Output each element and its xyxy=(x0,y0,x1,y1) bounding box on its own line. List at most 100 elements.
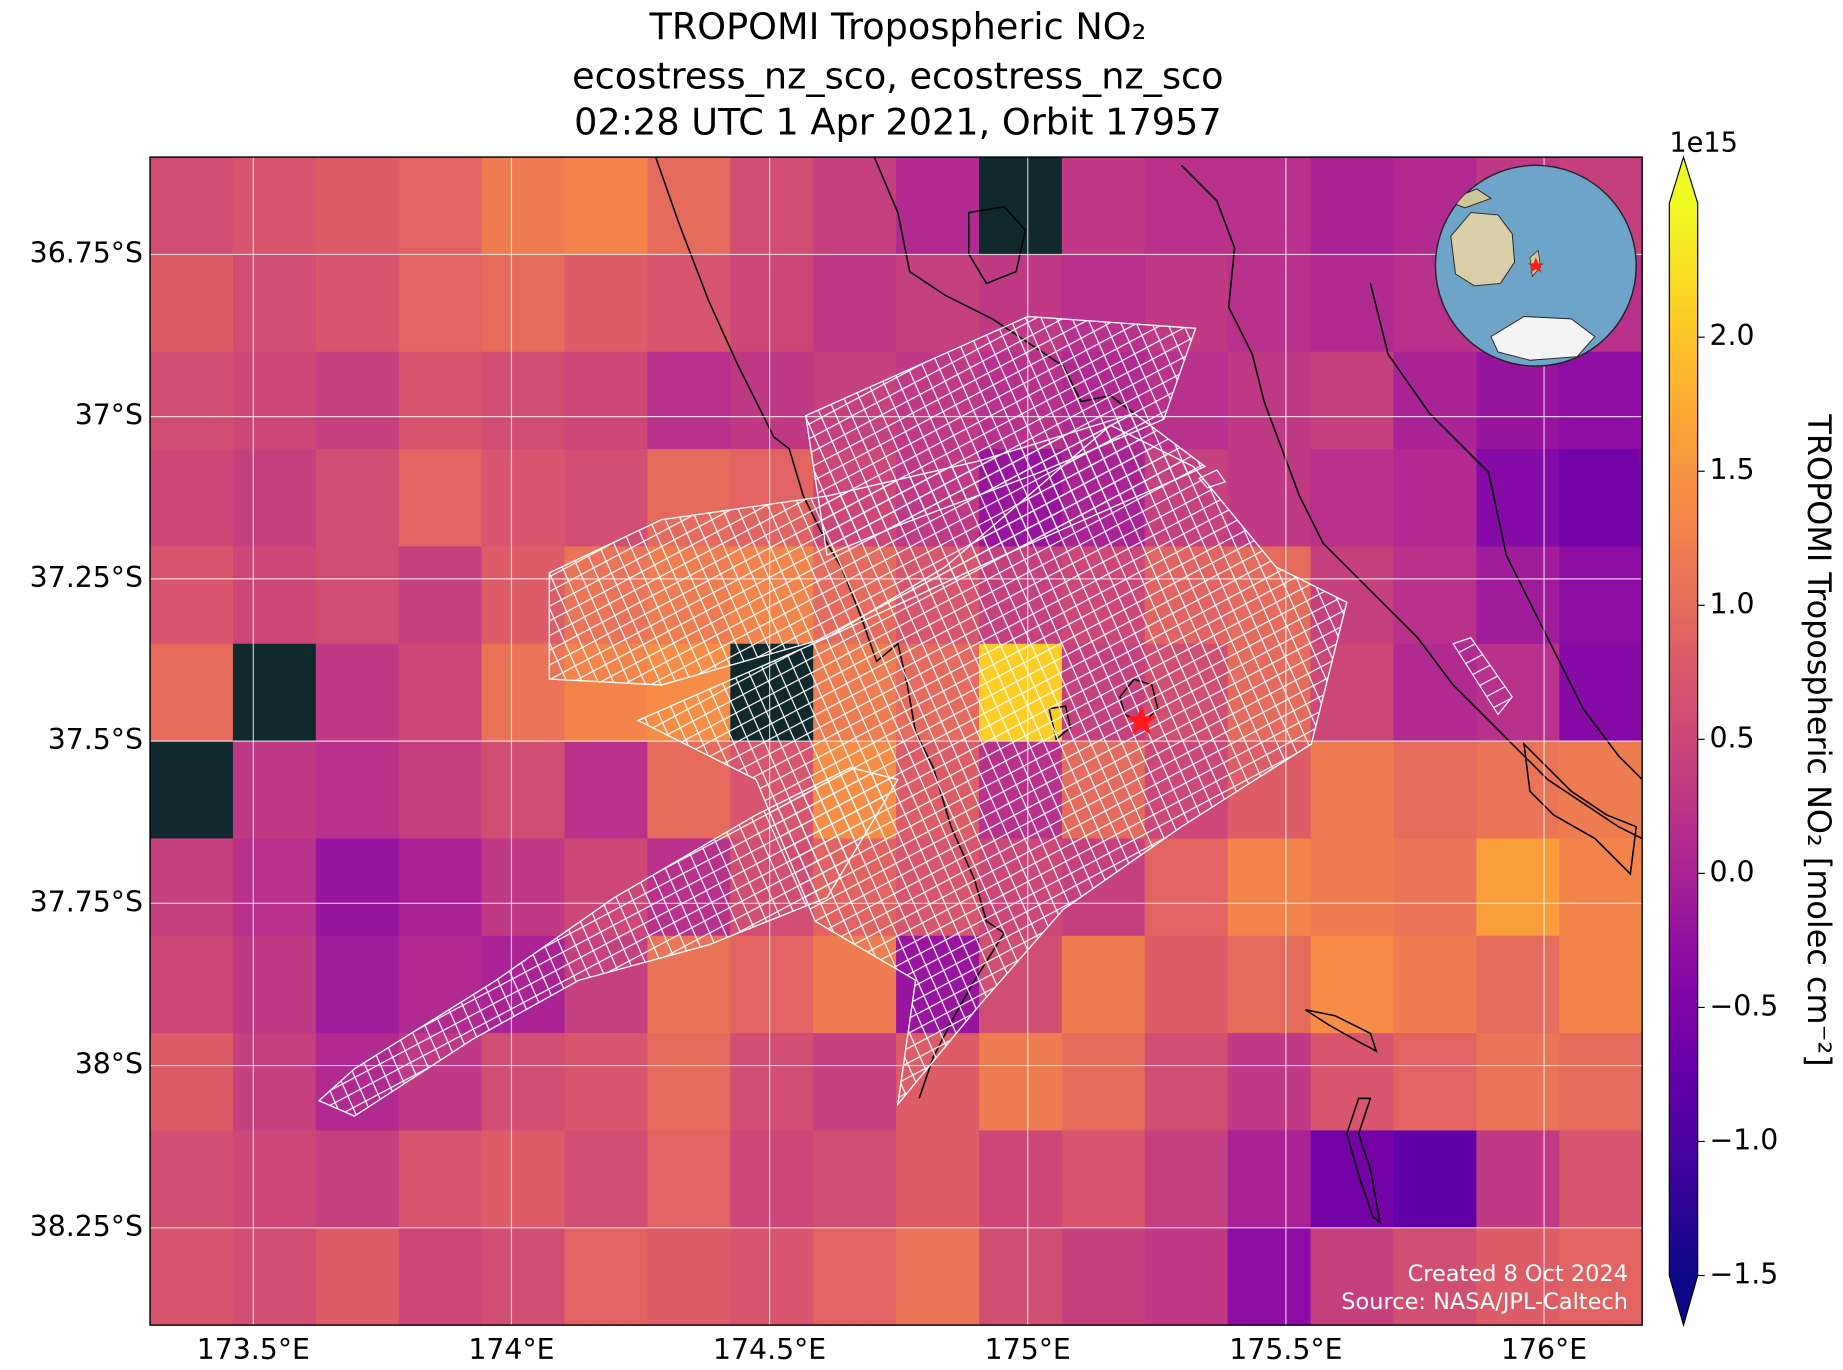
coastline xyxy=(1346,1097,1382,1225)
cell xyxy=(730,1130,814,1229)
cell xyxy=(1559,1033,1643,1132)
swath xyxy=(1198,469,1227,489)
x-tick-label: 175°E xyxy=(985,1333,1071,1366)
cell xyxy=(1227,1130,1312,1229)
x-tick-label: 173.5°E xyxy=(197,1333,310,1366)
cell xyxy=(1061,1033,1146,1132)
cell xyxy=(896,1130,980,1229)
y-tick-label: 37.5°S xyxy=(48,723,143,756)
cell xyxy=(232,546,317,645)
y-tick-label: 37.75°S xyxy=(30,885,143,918)
overlays xyxy=(317,157,1643,1225)
cell xyxy=(1393,1227,1478,1326)
cell xyxy=(1476,1033,1560,1132)
cell xyxy=(1476,546,1560,645)
cell xyxy=(315,351,400,450)
cell xyxy=(150,1130,234,1229)
cell xyxy=(1227,1033,1312,1132)
cell xyxy=(730,254,814,353)
chart-subtitle: 02:28 UTC 1 Apr 2021, Orbit 17957 xyxy=(574,101,1222,144)
cell xyxy=(564,1227,649,1326)
x-tick-label: 176°E xyxy=(1501,1333,1587,1366)
colorbar-extend xyxy=(1669,157,1698,204)
cell xyxy=(398,741,483,840)
cell xyxy=(398,838,483,937)
cell xyxy=(481,351,566,450)
x-tick-label: 174.5°E xyxy=(713,1333,826,1366)
cell xyxy=(1061,1130,1146,1229)
cell xyxy=(232,254,317,353)
cell xyxy=(1393,546,1478,645)
cell xyxy=(150,935,234,1034)
cell xyxy=(481,449,566,548)
colorbar-tick-label: −0.5 xyxy=(1710,989,1779,1022)
colorbar-bar xyxy=(1669,203,1698,1276)
colorbar-extend xyxy=(1669,1275,1698,1326)
cell xyxy=(1559,1130,1643,1229)
cell xyxy=(398,546,483,645)
cell xyxy=(481,1130,566,1229)
cell xyxy=(730,1033,814,1132)
cell xyxy=(1559,643,1643,742)
coastline xyxy=(1305,1009,1378,1053)
cell xyxy=(232,351,317,450)
cell xyxy=(150,1227,234,1326)
colorbar-label: TROPOMI Tropospheric NO₂ [molec cm⁻²] xyxy=(1800,413,1838,1066)
cell xyxy=(150,546,234,645)
annotation: Source: NASA/JPL-Caltech xyxy=(1341,1289,1628,1315)
cell xyxy=(1310,351,1395,450)
cell xyxy=(398,1130,483,1229)
cell xyxy=(896,1227,980,1326)
cell xyxy=(564,351,649,450)
cell xyxy=(647,1227,732,1326)
cell xyxy=(315,157,400,256)
cell xyxy=(1393,1130,1478,1229)
cell xyxy=(315,254,400,353)
cell xyxy=(398,254,483,353)
colorbar-tick-label: 0.5 xyxy=(1710,721,1755,754)
land xyxy=(1490,316,1596,361)
cell xyxy=(315,546,400,645)
cell xyxy=(978,157,1063,256)
y-tick-label: 37°S xyxy=(75,399,143,432)
coastline xyxy=(1369,283,1643,781)
cell xyxy=(564,157,649,256)
cell xyxy=(1476,741,1560,840)
cell xyxy=(1393,838,1478,937)
cell xyxy=(232,1227,317,1326)
cell xyxy=(813,157,897,256)
cell xyxy=(813,1033,897,1132)
cell xyxy=(1227,935,1312,1034)
cell xyxy=(1393,1033,1478,1132)
cell xyxy=(398,643,483,742)
cell xyxy=(647,1033,732,1132)
cell xyxy=(315,449,400,548)
cell xyxy=(1476,935,1560,1034)
cell xyxy=(481,157,566,256)
chart-title: TROPOMI Tropospheric NO₂ xyxy=(648,5,1146,48)
colorbar: −1.5 −1.0 −0.5 0.0 0.5 1.0 1.5 2.0 xyxy=(1668,155,1779,1328)
cell xyxy=(1061,157,1146,256)
cell xyxy=(1061,1227,1146,1326)
cell xyxy=(1227,157,1312,256)
cell xyxy=(150,643,234,742)
colorbar-tick-label: 1.0 xyxy=(1710,587,1755,620)
cell xyxy=(564,449,649,548)
cell xyxy=(150,838,234,937)
cell xyxy=(150,351,234,450)
cell xyxy=(232,449,317,548)
cell xyxy=(647,351,732,450)
cell xyxy=(1393,935,1478,1034)
cell xyxy=(481,1033,566,1132)
y-tick-label: 38°S xyxy=(75,1048,143,1081)
colorbar-tick-label: 0.0 xyxy=(1710,855,1755,888)
cell xyxy=(1310,838,1395,937)
map-frame xyxy=(149,156,1643,1326)
cell xyxy=(315,1130,400,1229)
cell xyxy=(1476,1130,1560,1229)
colorbar-tick-label: −1.0 xyxy=(1710,1123,1779,1156)
cell xyxy=(232,1033,317,1132)
cell xyxy=(232,741,317,840)
